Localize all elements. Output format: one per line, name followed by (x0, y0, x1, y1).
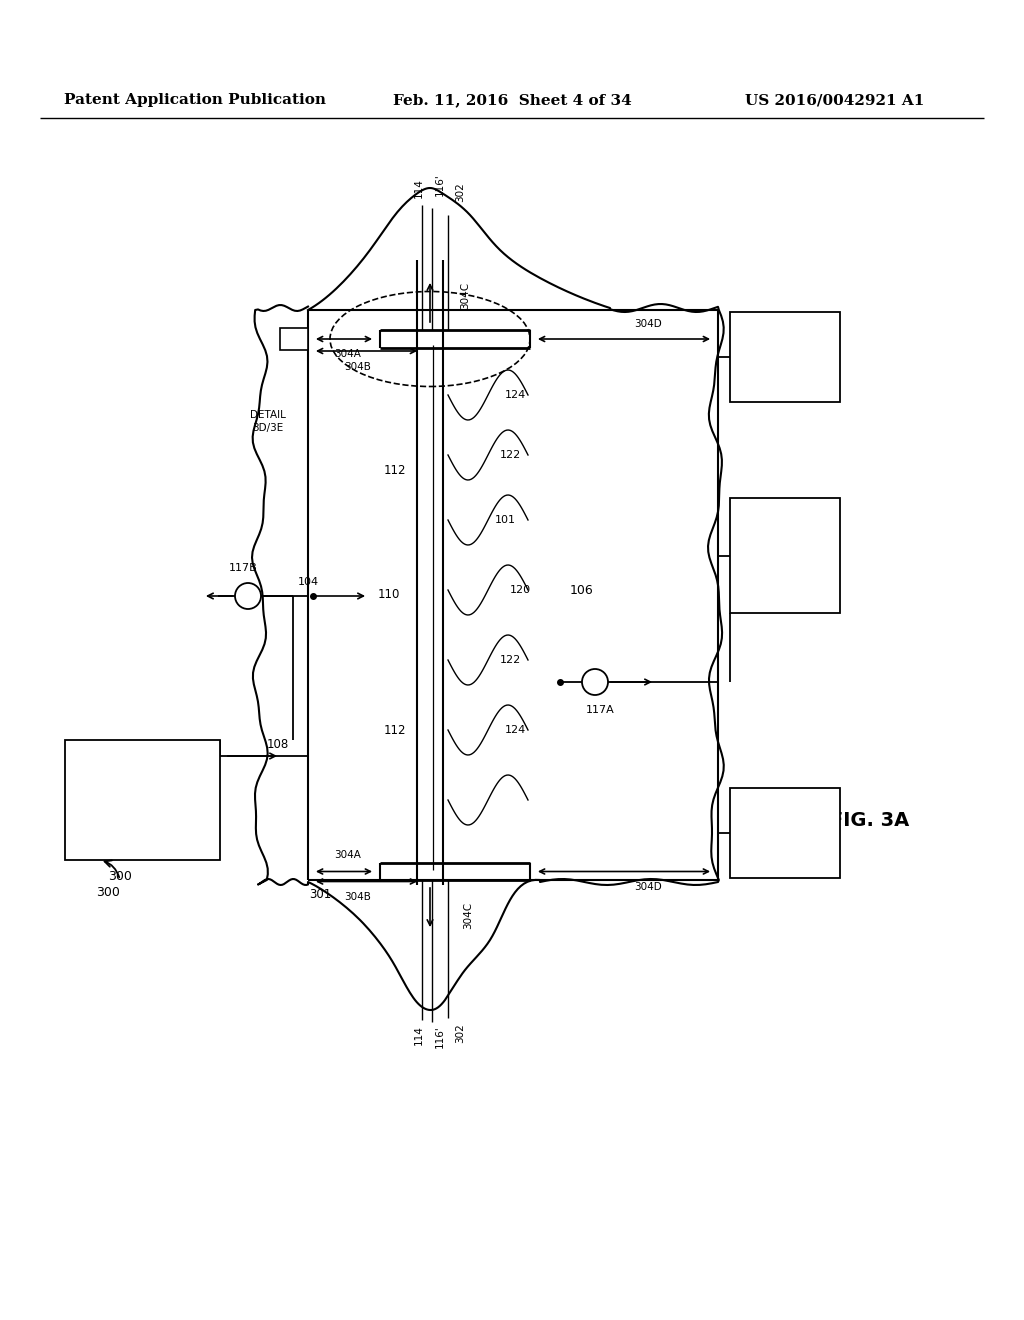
Text: US 2016/0042921 A1: US 2016/0042921 A1 (745, 92, 925, 107)
Text: 110: 110 (378, 589, 400, 602)
Text: 120: 120 (509, 585, 530, 595)
Text: 304A: 304A (335, 348, 361, 359)
Circle shape (234, 583, 261, 609)
Text: 114: 114 (414, 178, 424, 198)
Text: 112: 112 (384, 723, 407, 737)
Text: 122: 122 (500, 655, 520, 665)
Text: 118: 118 (773, 330, 797, 343)
Text: DETAIL: DETAIL (250, 411, 286, 420)
Text: 304D: 304D (634, 882, 662, 891)
Text: 114: 114 (414, 1026, 424, 1045)
Text: 302: 302 (455, 1023, 465, 1043)
Text: 106: 106 (570, 583, 594, 597)
Bar (65, 741, 220, 861)
Text: CONTROLLER: CONTROLLER (750, 543, 820, 553)
Text: 304C: 304C (463, 902, 473, 928)
Text: FIG. 3A: FIG. 3A (830, 810, 909, 829)
Text: 302: 302 (455, 182, 465, 202)
Text: 116': 116' (435, 1026, 445, 1048)
Text: 304C: 304C (460, 281, 470, 309)
Text: Feb. 11, 2016  Sheet 4 of 34: Feb. 11, 2016 Sheet 4 of 34 (392, 92, 632, 107)
Bar (730, 788, 840, 878)
Text: 102: 102 (131, 754, 155, 767)
Text: PUMP: PUMP (768, 351, 803, 363)
Text: 119: 119 (773, 520, 797, 532)
Text: 112: 112 (384, 463, 407, 477)
Text: PUMP: PUMP (768, 826, 803, 840)
Text: 122: 122 (500, 450, 520, 459)
Bar (730, 498, 840, 612)
Text: 304B: 304B (344, 892, 372, 903)
Text: GAS SOURCES: GAS SOURCES (97, 771, 187, 784)
Bar (730, 312, 840, 403)
Text: 118: 118 (773, 807, 797, 820)
Text: 301: 301 (309, 888, 331, 902)
Text: 124: 124 (505, 725, 525, 735)
Text: Patent Application Publication: Patent Application Publication (63, 92, 326, 107)
Text: 124: 124 (505, 389, 525, 400)
Text: 104: 104 (297, 577, 318, 587)
Text: 116': 116' (435, 174, 445, 197)
Text: 101: 101 (495, 515, 515, 525)
Text: 117B: 117B (228, 564, 257, 573)
Text: 304D: 304D (634, 319, 662, 329)
Text: 117A: 117A (586, 705, 614, 715)
Text: 207: 207 (285, 333, 303, 342)
Text: 304B: 304B (344, 362, 372, 372)
Text: 3D/3E: 3D/3E (252, 422, 284, 433)
Bar (280, 327, 308, 350)
Circle shape (582, 669, 608, 696)
Text: 304A: 304A (335, 850, 361, 861)
Text: 300: 300 (96, 887, 120, 899)
Text: 108: 108 (267, 738, 289, 751)
Text: 300: 300 (108, 870, 132, 883)
